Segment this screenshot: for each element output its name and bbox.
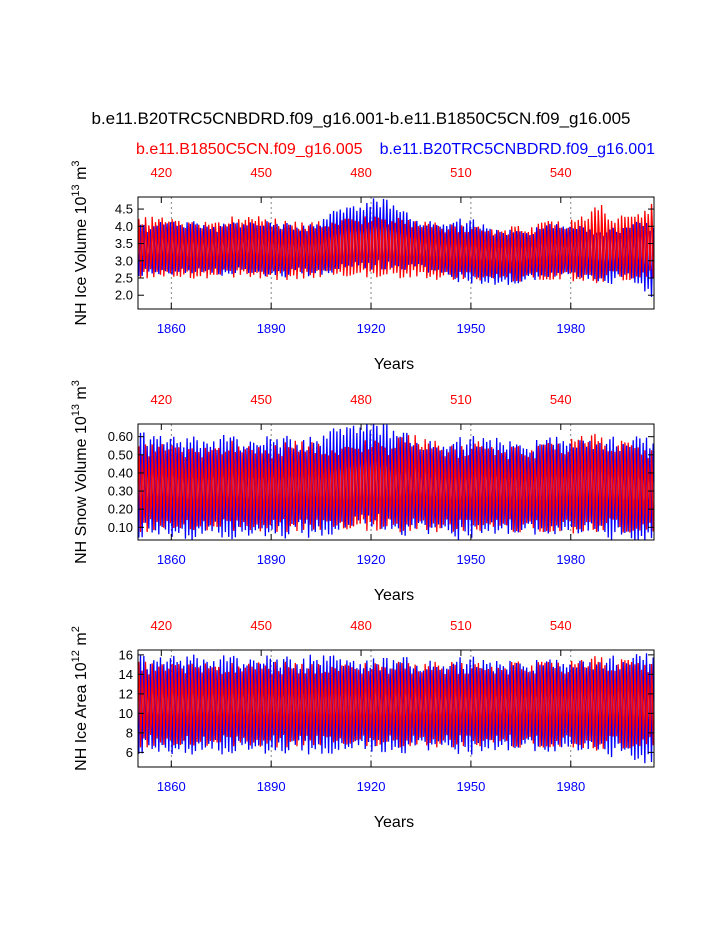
y-tick-label: 4.5: [115, 202, 133, 217]
y-axis-title-base: NH Ice Volume 10: [73, 197, 90, 326]
x-tick-label-bottom: 1860: [157, 321, 186, 336]
x-tick-label-top: 480: [350, 165, 372, 180]
y-tick-label: 3.0: [115, 253, 133, 268]
x-axis-title: Years: [374, 587, 414, 604]
x-tick-label-bottom: 1890: [257, 321, 286, 336]
red-series-line: [138, 203, 654, 284]
x-tick-label-bottom: 1920: [357, 552, 386, 567]
x-tick-label-bottom: 1980: [556, 779, 585, 794]
x-tick-label-bottom: 1890: [257, 779, 286, 794]
plot-frame: [137, 649, 655, 768]
y-axis-title-unit: m: [73, 386, 90, 404]
red-series-line: [138, 656, 654, 751]
y-axis-title-unit: m: [73, 632, 90, 650]
y-tick-label: 2.0: [115, 288, 133, 303]
red-series-line: [138, 433, 654, 534]
y-tick-label: 0.60: [108, 429, 133, 444]
panel-2: 0.10 0.20 0.30 0.40 0.50 0.60 1860 1890 1920 1950…: [70, 380, 655, 604]
x-tick-label-bottom: 1860: [157, 779, 186, 794]
x-tick-label-bottom: 1950: [456, 552, 485, 567]
y-axis-title-exp: 13: [70, 404, 82, 416]
legend-series-blue: b.e11.B20TRC5CNBDRD.f09_g16.001: [380, 141, 656, 158]
y-tick-label: 16: [119, 647, 133, 662]
x-tick-label-top: 480: [350, 392, 372, 407]
y-tick-label: 2.5: [115, 270, 133, 285]
panel-1: 2.0 2.5 3.0 3.5 4.0 4.5 1860 1890 1920 1950 1980 42…: [70, 160, 655, 373]
x-axis-title: Years: [374, 356, 414, 373]
x-tick-label-top: 540: [550, 165, 572, 180]
x-tick-label-top: 540: [550, 392, 572, 407]
y-axis-title: NH Ice Volume 1013 m3: [70, 160, 90, 325]
x-tick-label-bottom: 1890: [257, 552, 286, 567]
plot-frame: [137, 423, 655, 541]
y-axis-title: NH Snow Volume 1013 m3: [70, 380, 90, 564]
y-axis-title-exp: 13: [70, 184, 82, 196]
x-tick-label-top: 480: [350, 618, 372, 633]
x-tick-label-bottom: 1980: [556, 321, 585, 336]
y-axis-title-unit-exp: 3: [70, 160, 82, 166]
y-tick-label: 3.5: [115, 236, 133, 251]
y-tick-label: 14: [119, 667, 133, 682]
y-axis-title-base: NH Snow Volume 10: [73, 416, 90, 564]
x-tick-label-top: 450: [250, 165, 272, 180]
y-axis-title-unit-exp: 2: [70, 626, 82, 632]
x-tick-label-top: 420: [150, 618, 172, 633]
y-tick-label: 0.20: [108, 502, 133, 517]
y-tick-label: 0.30: [108, 484, 133, 499]
y-axis-title: NH Ice Area 1012 m2: [70, 626, 90, 771]
y-axis-title-exp: 12: [70, 650, 82, 662]
y-tick-label: 0.50: [108, 447, 133, 462]
figure-title: b.e11.B20TRC5CNBDRD.f09_g16.001-b.e11.B1…: [92, 109, 631, 128]
plot-frame: [137, 196, 655, 310]
x-tick-label-top: 420: [150, 165, 172, 180]
y-tick-label: 0.40: [108, 465, 133, 480]
y-tick-label: 12: [119, 686, 133, 701]
y-tick-label: 0.10: [108, 520, 133, 535]
x-tick-label-top: 450: [250, 392, 272, 407]
panel-3: 6 8 10 12 14 16 1860 1890 1920 1950 1980 420 450 480 5…: [70, 618, 655, 831]
y-tick-label: 8: [126, 725, 133, 740]
x-tick-label-bottom: 1920: [357, 779, 386, 794]
x-axis-title: Years: [374, 814, 414, 831]
x-tick-label-top: 510: [450, 392, 472, 407]
x-tick-label-bottom: 1980: [556, 552, 585, 567]
x-tick-label-top: 510: [450, 165, 472, 180]
x-tick-label-bottom: 1920: [357, 321, 386, 336]
legend-series-red: b.e11.B1850C5CN.f09_g16.005: [136, 141, 363, 158]
y-axis-title-base: NH Ice Area 10: [73, 662, 90, 771]
x-tick-label-bottom: 1860: [157, 552, 186, 567]
y-tick-label: 4.0: [115, 219, 133, 234]
y-tick-label: 10: [119, 706, 133, 721]
x-tick-label-top: 450: [250, 618, 272, 633]
y-axis-title-unit: m: [73, 167, 90, 185]
x-tick-label-bottom: 1950: [456, 779, 485, 794]
y-tick-label: 6: [126, 745, 133, 760]
x-tick-label-top: 540: [550, 618, 572, 633]
x-tick-label-top: 420: [150, 392, 172, 407]
x-tick-label-top: 510: [450, 618, 472, 633]
x-tick-label-bottom: 1950: [456, 321, 485, 336]
y-axis-title-unit-exp: 3: [70, 380, 82, 386]
